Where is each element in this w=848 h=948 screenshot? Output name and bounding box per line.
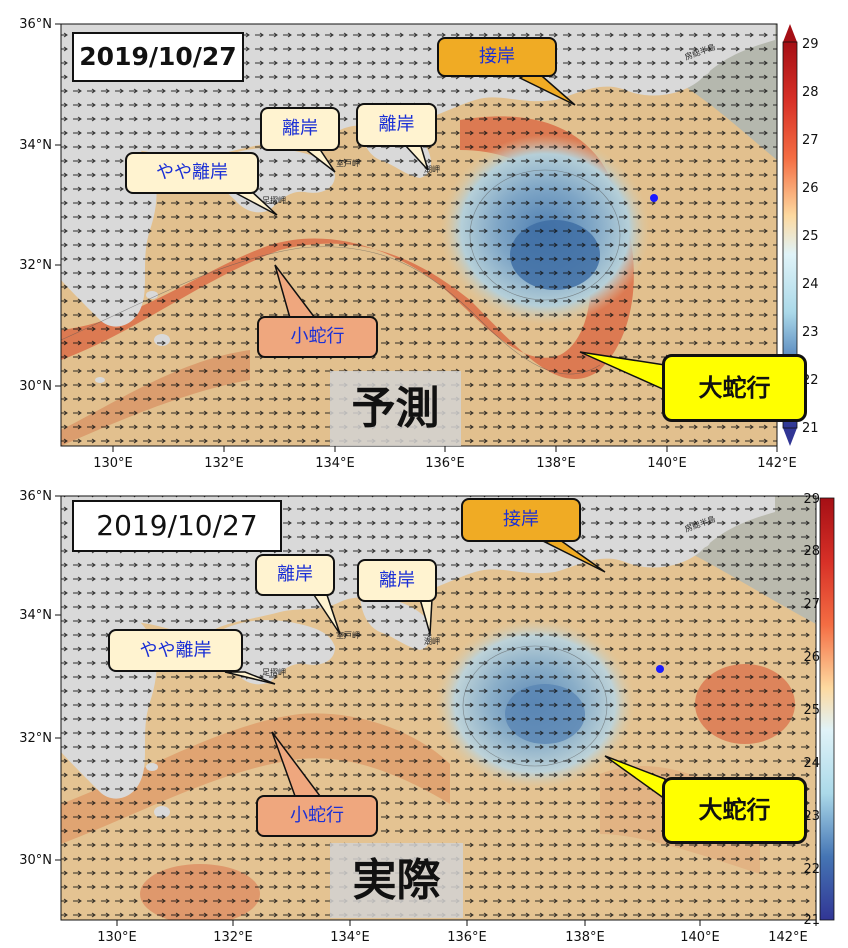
buoy-marker <box>656 665 664 673</box>
lat-tick: 34°N <box>19 138 52 153</box>
callout-small-meander: 小蛇行 <box>257 316 378 358</box>
colorbar-tick: 23 <box>802 325 819 340</box>
lon-axis: 130°E 132°E 134°E 136°E 138°E 140°E 142°… <box>93 446 797 471</box>
callout-offshore-muroto: 離岸 <box>260 107 340 151</box>
lat-axis: 36°N 34°N 32°N 30°N <box>19 489 61 868</box>
lat-tick: 36°N <box>19 489 52 504</box>
callout-large-meander: 大蛇行 <box>662 354 807 422</box>
actual-label: 実際 <box>330 843 463 918</box>
lon-tick: 140°E <box>680 930 720 945</box>
place-muroto: 室戸岬 <box>336 158 360 168</box>
callout-slight-offshore: やや離岸 <box>125 152 259 194</box>
actual-panel: 足摺岬 室戸岬 潮岬 房総半島 36°N 34°N 32°N 30°N 130°… <box>0 474 848 948</box>
colorbar-tick: 23 <box>803 809 820 824</box>
callout-contact: 接岸 <box>437 37 557 77</box>
lat-tick: 32°N <box>19 258 52 273</box>
lat-axis: 36°N 34°N 32°N 30°N <box>19 17 61 394</box>
place-muroto: 室戸岬 <box>336 630 360 640</box>
lat-tick: 30°N <box>19 379 52 394</box>
colorbar-tick: 29 <box>803 492 820 507</box>
lon-tick: 134°E <box>330 930 370 945</box>
place-ashizuri: 足摺岬 <box>262 195 286 205</box>
lon-tick: 130°E <box>97 930 137 945</box>
map-frame <box>60 495 817 921</box>
lon-tick: 140°E <box>647 456 687 471</box>
colorbar-tick: 24 <box>802 277 819 292</box>
callout-offshore-muroto: 離岸 <box>255 554 335 596</box>
lat-tick: 30°N <box>19 853 52 868</box>
forecast-date: 2019/10/27 <box>72 32 244 82</box>
callout-offshore-shiono: 離岸 <box>357 559 437 602</box>
colorbar-tick: 26 <box>802 181 819 196</box>
lon-tick: 138°E <box>565 930 605 945</box>
colorbar-tick: 27 <box>803 597 820 612</box>
lon-tick: 136°E <box>447 930 487 945</box>
colorbar-tick: 28 <box>802 85 819 100</box>
forecast-panel: 足摺岬 室戸岬 潮岬 房総半島 36°N 34°N 32°N 30°N 130°… <box>19 17 819 471</box>
lon-tick: 130°E <box>93 456 133 471</box>
place-shionomisaki: 潮岬 <box>424 636 440 646</box>
lon-tick: 132°E <box>204 456 244 471</box>
actual-date: 2019/10/27 <box>72 500 282 552</box>
place-ashizuri: 足摺岬 <box>262 667 286 677</box>
forecast-label: 予測 <box>330 371 461 446</box>
lon-tick: 132°E <box>213 930 253 945</box>
callout-contact: 接岸 <box>461 498 581 542</box>
map-frame <box>60 23 778 447</box>
colorbar-tick: 29 <box>802 37 819 52</box>
lon-tick: 134°E <box>315 456 355 471</box>
colorbar: 29 28 27 26 25 24 23 22 21 <box>803 492 835 928</box>
callout-offshore-shiono: 離岸 <box>356 103 437 147</box>
colorbar: 29 28 27 26 25 24 23 22 21 <box>782 24 819 446</box>
lon-axis: 130°E 132°E 134°E 136°E 138°E 140°E 142°… <box>97 920 817 945</box>
lat-tick: 32°N <box>19 731 52 746</box>
colorbar-tick: 25 <box>803 703 820 718</box>
colorbar-tick: 21 <box>803 913 820 928</box>
buoy-marker <box>650 194 658 202</box>
lon-tick: 136°E <box>425 456 465 471</box>
lat-tick: 36°N <box>19 17 52 32</box>
callout-small-meander: 小蛇行 <box>256 795 378 837</box>
colorbar-tick: 28 <box>803 544 820 559</box>
lon-tick: 142°E <box>768 930 808 945</box>
callout-large-meander: 大蛇行 <box>662 777 807 844</box>
callout-slight-offshore: やや離岸 <box>108 629 243 672</box>
lon-tick: 142°E <box>757 456 797 471</box>
lat-tick: 34°N <box>19 608 52 623</box>
colorbar-tick: 21 <box>802 421 819 436</box>
colorbar-tick: 27 <box>802 133 819 148</box>
colorbar-tick: 22 <box>803 862 820 877</box>
colorbar-tick: 25 <box>802 229 819 244</box>
lon-tick: 138°E <box>536 456 576 471</box>
colorbar-tick: 26 <box>803 650 820 665</box>
place-shionomisaki: 潮岬 <box>424 164 440 174</box>
colorbar-tick: 24 <box>803 756 820 771</box>
